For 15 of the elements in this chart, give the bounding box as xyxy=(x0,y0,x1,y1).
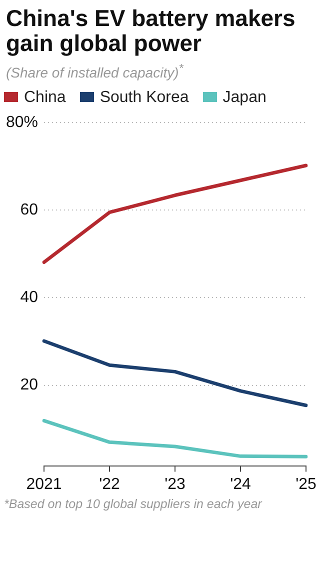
x-tick-label: 2021 xyxy=(26,475,62,492)
x-tick-label: '22 xyxy=(99,475,120,492)
y-tick-label: 80% xyxy=(6,114,38,131)
y-tick-label: 40 xyxy=(20,288,38,306)
chart-title: China's EV battery makers gain global power xyxy=(6,5,296,56)
y-tick-label: 60 xyxy=(20,201,38,218)
text: *Based on top 10 global suppliers in each year xyxy=(4,496,264,511)
legend-label: China xyxy=(23,88,66,107)
x-tick-label: '25 xyxy=(296,475,317,492)
y-tick-label: 20 xyxy=(20,376,38,394)
legend-label: South Korea xyxy=(98,88,189,107)
legend-label: Japan xyxy=(222,88,266,107)
x-tick-label: '23 xyxy=(164,475,186,492)
chart-subtitle: (Share of installed capacity)$^{*}$ xyxy=(6,62,184,81)
x-tick-label: '24 xyxy=(230,475,252,492)
